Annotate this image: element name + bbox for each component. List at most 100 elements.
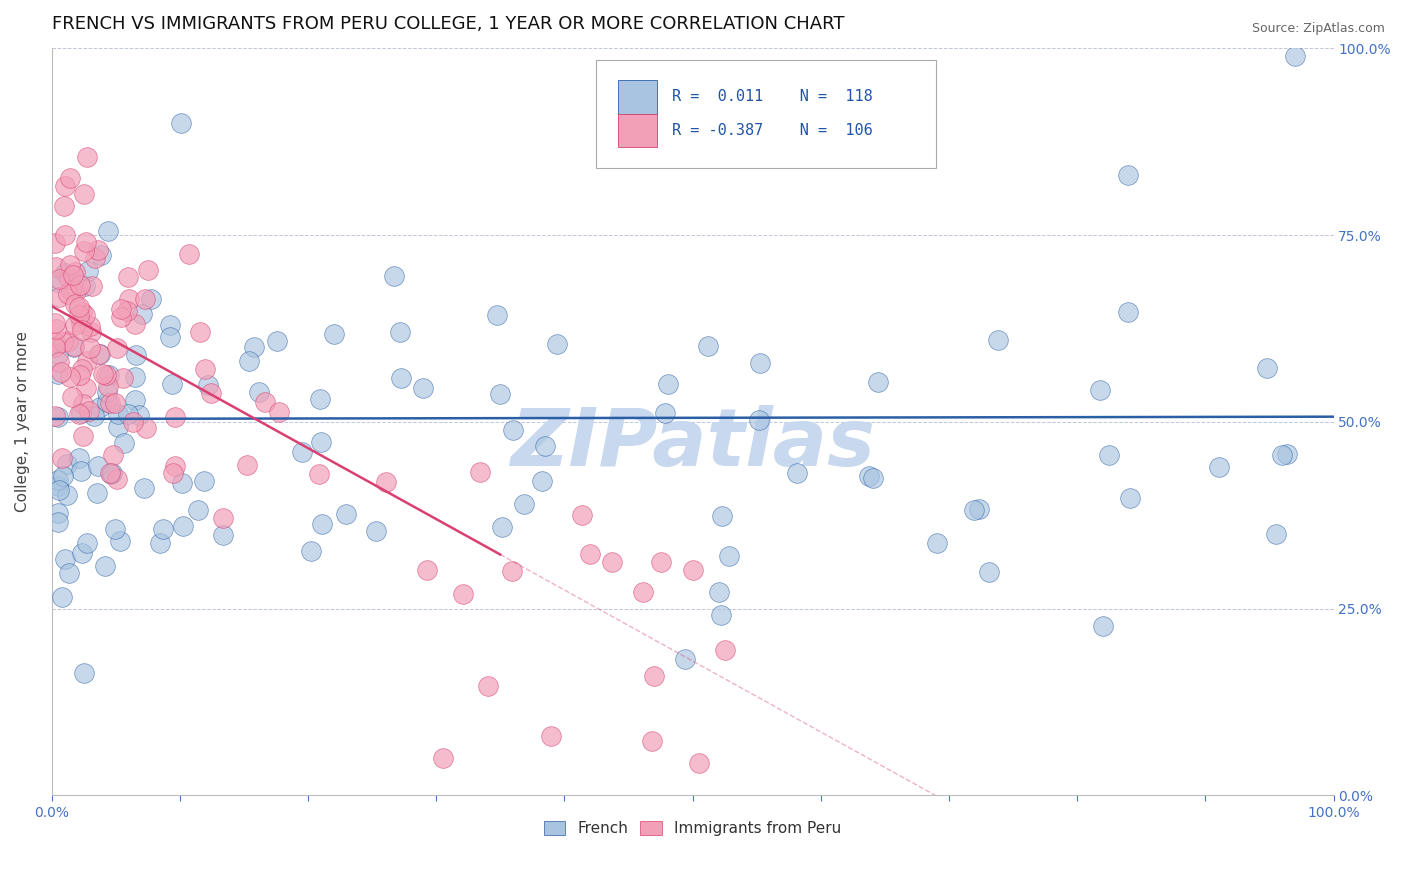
Point (79, 341, 101, 355)
Point (65, 284, 87, 298)
Legend: French, Immigrants from Peru: French, Immigrants from Peru (544, 822, 841, 837)
Text: R = -0.387    N =  106: R = -0.387 N = 106 (672, 123, 873, 138)
Point (44, 236, 66, 251)
Point (107, 341, 129, 355)
Point (149, 536, 172, 550)
Point (65, 296, 87, 310)
Point (77, 264, 100, 278)
Point (1271, 448, 1294, 462)
Point (89, 400, 111, 414)
Point (1091, 619, 1114, 633)
Point (60, 390, 83, 404)
Point (188, 325, 211, 339)
Point (70, 317, 93, 331)
Point (80, 325, 103, 339)
Point (236, 458, 259, 472)
Point (52, 199, 75, 213)
Point (48, 289, 70, 303)
Point (46, 347, 69, 361)
Point (104, 395, 127, 409)
Point (172, 476, 194, 491)
Point (63, 318, 86, 332)
Point (718, 549, 741, 563)
Text: ZIPatlas: ZIPatlas (510, 405, 875, 483)
Point (111, 370, 134, 384)
Point (67, 300, 90, 314)
Point (96, 394, 118, 409)
Point (977, 565, 1000, 579)
Point (52, 334, 75, 349)
Point (132, 481, 155, 495)
Point (309, 392, 332, 406)
Point (48, 355, 70, 369)
Point (631, 584, 654, 599)
Point (194, 362, 217, 376)
Point (75, 382, 97, 396)
Point (451, 587, 474, 601)
Point (53, 266, 76, 280)
Point (100, 467, 122, 481)
Point (56, 334, 79, 348)
Point (90, 248, 112, 262)
Point (197, 377, 219, 392)
Point (238, 353, 260, 368)
Point (491, 520, 513, 534)
Point (56, 488, 79, 502)
Point (98, 396, 121, 410)
Point (162, 467, 184, 481)
Point (59, 283, 82, 297)
Point (711, 508, 734, 523)
Point (76, 354, 98, 368)
Point (101, 448, 124, 462)
Point (46, 479, 69, 493)
Point (786, 466, 808, 480)
Point (135, 421, 157, 435)
Point (1284, 49, 1306, 63)
Point (177, 247, 200, 261)
Point (67, 450, 90, 465)
Point (1256, 360, 1278, 375)
Point (104, 522, 127, 536)
Point (105, 472, 128, 486)
Point (117, 270, 139, 285)
Point (73, 244, 96, 258)
Point (710, 608, 733, 623)
Point (59, 258, 82, 272)
Point (1277, 447, 1299, 461)
Point (242, 340, 264, 354)
Point (112, 436, 135, 450)
Point (159, 318, 181, 332)
Point (79, 318, 101, 333)
Point (110, 310, 132, 324)
Point (477, 679, 499, 693)
Point (73, 186, 96, 201)
Point (162, 377, 184, 392)
Point (70, 546, 93, 560)
Point (124, 318, 146, 332)
Point (163, 459, 186, 474)
Point (600, 555, 623, 569)
Point (124, 369, 146, 384)
Point (1098, 448, 1121, 462)
Point (48, 483, 70, 497)
Point (76, 535, 98, 549)
Point (86, 243, 108, 257)
Point (69, 368, 91, 382)
Bar (619, 80, 657, 114)
Point (1116, 305, 1139, 319)
Point (52, 469, 75, 483)
Point (709, 585, 731, 599)
Point (641, 734, 664, 748)
Point (122, 415, 145, 429)
Point (654, 406, 676, 420)
Point (643, 668, 665, 682)
Point (128, 408, 150, 422)
Point (858, 469, 880, 483)
Point (44, 316, 66, 330)
Point (382, 269, 405, 284)
Point (118, 292, 141, 306)
Point (72, 304, 94, 318)
Point (49, 365, 72, 379)
Point (364, 524, 387, 539)
Point (63, 340, 86, 354)
